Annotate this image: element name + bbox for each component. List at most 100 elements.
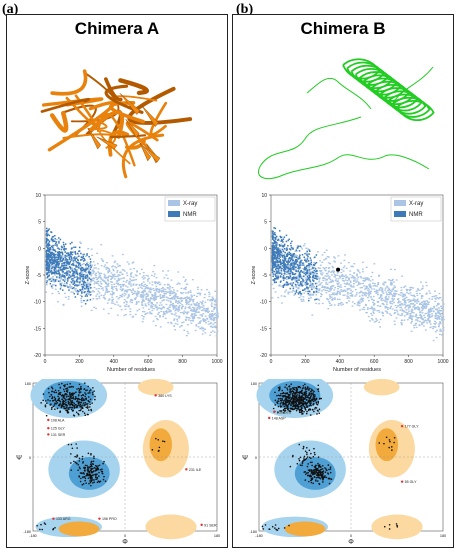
nmr-point [277, 248, 279, 250]
nmr-point [316, 275, 318, 277]
xray-point [187, 319, 190, 321]
xray-point [380, 287, 383, 289]
beta-sheet-arrow [139, 142, 152, 162]
xray-point [332, 270, 334, 272]
nmr-point [46, 235, 48, 237]
nmr-point [85, 293, 88, 296]
xray-point [130, 279, 133, 281]
nmr-point [306, 275, 309, 278]
nmr-point [274, 237, 277, 240]
xray-point [202, 304, 205, 307]
xray-point [317, 291, 320, 293]
residue-point [80, 472, 83, 474]
xray-point [434, 320, 436, 323]
nmr-point [80, 252, 82, 255]
xray-point [370, 312, 372, 315]
x-tick-label: 600 [144, 359, 153, 365]
xray-point [196, 308, 199, 310]
xray-point [149, 297, 152, 299]
nmr-point [287, 269, 290, 272]
xray-point [419, 320, 421, 323]
nmr-point [48, 234, 51, 237]
xray-point [348, 278, 350, 281]
xray-point [285, 258, 288, 260]
xray-point [298, 283, 301, 286]
nmr-point [314, 262, 317, 265]
nmr-point [272, 257, 275, 259]
residue-point [48, 391, 50, 394]
nmr-point [293, 277, 295, 279]
xray-point [329, 304, 332, 307]
nmr-point [68, 261, 70, 264]
nmr-point [45, 252, 48, 255]
nmr-point [47, 262, 50, 265]
xray-point [429, 308, 432, 310]
xray-point [397, 297, 400, 300]
xray-point [425, 284, 428, 287]
xray-point [421, 305, 424, 307]
nmr-point [271, 271, 274, 274]
nmr-point [67, 286, 69, 288]
residue-points [36, 382, 166, 531]
xray-point [428, 320, 431, 322]
nmr-point [46, 254, 48, 257]
xray-point [128, 280, 131, 282]
xray-point [364, 288, 366, 290]
xray-point [170, 322, 173, 325]
nmr-point [55, 263, 58, 266]
xray-point [281, 252, 284, 255]
xray-point [369, 286, 372, 289]
xray-point [157, 282, 159, 285]
nmr-point [52, 278, 55, 281]
xray-point [158, 290, 161, 292]
nmr-point [292, 248, 294, 250]
xray-point [406, 312, 409, 314]
residue-point [315, 401, 318, 404]
xray-point [80, 299, 83, 302]
lalpha-region-core [149, 428, 173, 462]
nmr-point [58, 252, 60, 255]
xray-point [156, 287, 159, 290]
xray-point [86, 292, 89, 295]
xray-point [210, 313, 212, 315]
xray-point [401, 308, 404, 310]
nmr-point [271, 255, 274, 257]
residue-point [40, 402, 42, 404]
xray-point [153, 307, 156, 310]
xray-point [377, 293, 379, 296]
y-tick-label: -15 [260, 326, 267, 332]
xray-point [81, 263, 84, 266]
nmr-point [273, 270, 275, 273]
residue-point [83, 382, 86, 384]
xray-point [159, 297, 162, 299]
y-tick-label: -20 [260, 353, 267, 359]
xray-point [150, 297, 153, 300]
xray-point [382, 312, 384, 314]
nmr-point [276, 255, 279, 257]
nmr-point [65, 267, 68, 269]
nmr-point [86, 299, 89, 301]
ribbon-strand [99, 129, 131, 165]
nmr-point [275, 246, 278, 248]
xray-point [363, 306, 365, 309]
nmr-point [306, 271, 308, 273]
nmr-point [307, 264, 309, 267]
nmr-point [279, 260, 281, 263]
y-axis-label: Z-score [25, 266, 31, 285]
xray-point [417, 289, 420, 291]
xray-point [119, 288, 122, 290]
nmr-point [74, 284, 76, 287]
residue-point [89, 463, 92, 465]
xray-point [395, 317, 398, 319]
xray-point [312, 284, 315, 287]
xray-point [401, 304, 404, 306]
xray-point [393, 301, 395, 304]
residue-point [88, 396, 90, 398]
nmr-point [316, 270, 318, 273]
nmr-point [84, 268, 87, 270]
nmr-point [72, 260, 75, 262]
residue-point [279, 410, 281, 412]
nmr-point [55, 284, 57, 287]
xray-point [131, 301, 133, 304]
nmr-point [89, 258, 92, 260]
